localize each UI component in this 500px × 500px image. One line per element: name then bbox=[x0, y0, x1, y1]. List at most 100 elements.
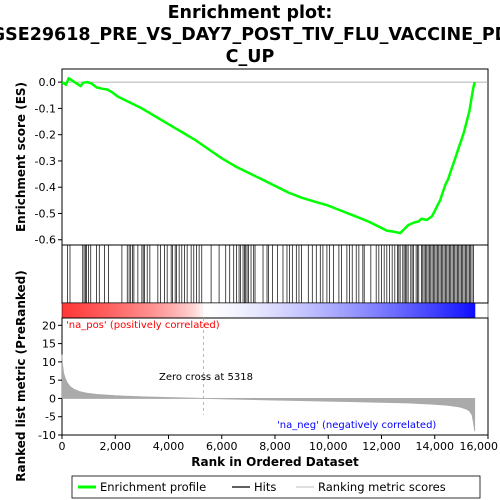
rank-color-band bbox=[354, 303, 359, 318]
xtick-label: 0 bbox=[59, 440, 66, 453]
rank-color-band bbox=[206, 303, 211, 318]
rank-color-band bbox=[182, 303, 187, 318]
rank-color-band bbox=[340, 303, 345, 318]
rank-color-band bbox=[264, 303, 269, 318]
rank-color-band bbox=[409, 303, 414, 318]
rank-color-band bbox=[223, 303, 228, 318]
rank-color-band bbox=[399, 303, 404, 318]
rank-color-band bbox=[447, 303, 452, 318]
rank-color-band bbox=[240, 303, 245, 318]
rank-color-band bbox=[196, 303, 201, 318]
xtick-label: 8,000 bbox=[259, 440, 291, 453]
rank-color-band bbox=[471, 303, 476, 318]
xtick-label: 14,000 bbox=[416, 440, 455, 453]
enrichment-profile-series bbox=[61, 76, 476, 235]
rank-color-band bbox=[99, 303, 104, 318]
x-axis-ticks: 0 2,000 4,000 6,000 8,000 10,000 12,000 14,000 1… bbox=[59, 435, 498, 453]
hits-panel-frame bbox=[61, 244, 489, 304]
ranking-metric-series bbox=[61, 354, 476, 432]
rank-color-band bbox=[330, 303, 335, 318]
rank-color-band bbox=[130, 303, 135, 318]
rank-color-band bbox=[154, 303, 159, 318]
rank-color-band bbox=[72, 303, 77, 318]
es-panel-frame bbox=[61, 68, 489, 246]
metric-ytick-label: 15 bbox=[42, 338, 56, 351]
metric-panel-frame bbox=[61, 317, 489, 436]
es-y-axis-label: Enrichment score (ES) bbox=[14, 82, 28, 232]
rank-color-band bbox=[251, 303, 256, 318]
rank-color-band bbox=[209, 303, 214, 318]
x-axis-label: Rank in Ordered Dataset bbox=[191, 455, 359, 469]
rank-color-band bbox=[282, 303, 287, 318]
rank-color-band bbox=[467, 303, 472, 318]
title-line-3: C_UP bbox=[226, 47, 275, 67]
rank-color-band bbox=[419, 303, 424, 318]
rank-color-band bbox=[216, 303, 221, 318]
rank-color-band bbox=[185, 303, 190, 318]
rank-color-band bbox=[110, 303, 115, 318]
rank-color-band bbox=[460, 303, 465, 318]
xtick-label: 12,000 bbox=[362, 440, 401, 453]
rank-color-band bbox=[278, 303, 283, 318]
rank-color-band bbox=[426, 303, 431, 318]
rank-color-band bbox=[137, 303, 142, 318]
rank-color-band bbox=[233, 303, 238, 318]
legend-label-metric: Ranking metric scores bbox=[318, 480, 446, 494]
rank-color-band bbox=[199, 303, 204, 318]
rank-color-band bbox=[333, 303, 338, 318]
es-ytick-label: -0.1 bbox=[35, 102, 56, 115]
rank-color-band bbox=[147, 303, 153, 318]
rank-color-band bbox=[436, 303, 441, 318]
rank-color-band bbox=[450, 303, 455, 318]
rank-color-band bbox=[254, 303, 259, 318]
metric-y-axis-label: Ranked list metric (PreRanked) bbox=[14, 270, 28, 482]
rank-color-band bbox=[309, 303, 314, 318]
enrichment-profile-line bbox=[61, 76, 476, 235]
title-line-1: Enrichment plot: bbox=[168, 3, 333, 23]
rank-color-band bbox=[275, 303, 280, 318]
zero-cross-label: Zero cross at 5318 bbox=[159, 372, 253, 383]
rank-color-band bbox=[168, 303, 173, 318]
rank-color-band bbox=[230, 303, 235, 318]
rank-color-band bbox=[457, 303, 462, 318]
rank-color-band bbox=[347, 303, 352, 318]
metric-y-axis-ticks: 20 15 10 5 0 -5 -10 bbox=[38, 319, 62, 442]
rank-color-band bbox=[144, 303, 149, 318]
rank-color-band bbox=[302, 303, 307, 318]
negative-correlation-label: 'na_neg' (negatively correlated) bbox=[277, 420, 436, 431]
rank-color-band bbox=[295, 303, 300, 318]
rank-color-band bbox=[158, 303, 163, 318]
rank-color-band bbox=[127, 303, 132, 318]
rank-color-band bbox=[381, 303, 386, 318]
rank-color-band bbox=[440, 303, 445, 318]
rank-color-band bbox=[247, 303, 252, 318]
rank-color-band bbox=[319, 303, 324, 318]
rank-color-band bbox=[429, 303, 435, 318]
es-ytick-label: -0.5 bbox=[35, 207, 56, 220]
rank-color-band bbox=[385, 303, 390, 318]
metric-ytick-label: 0 bbox=[49, 392, 56, 405]
rank-color-band bbox=[89, 303, 94, 318]
rank-color-band bbox=[416, 303, 421, 318]
rank-color-band bbox=[271, 303, 276, 318]
es-ytick-label: -0.2 bbox=[35, 129, 56, 142]
rank-color-band bbox=[378, 303, 383, 318]
rank-color-band bbox=[368, 303, 373, 318]
legend-label-hits: Hits bbox=[254, 480, 276, 494]
metric-ytick-label: 5 bbox=[49, 374, 56, 387]
rank-color-band bbox=[192, 303, 197, 318]
rank-color-band bbox=[443, 303, 448, 318]
rank-color-band bbox=[165, 303, 170, 318]
rank-color-band bbox=[454, 303, 459, 318]
rank-color-band bbox=[323, 303, 328, 318]
rank-color-band bbox=[203, 303, 208, 318]
legend-frame bbox=[71, 475, 481, 499]
rank-color-band bbox=[364, 303, 369, 318]
rank-color-band bbox=[65, 303, 70, 318]
es-y-axis-ticks: 0.0 -0.1 -0.2 -0.3 -0.4 -0.5 -0.6 bbox=[35, 76, 62, 247]
rank-color-band bbox=[350, 303, 355, 318]
rank-color-band bbox=[237, 303, 242, 318]
rank-color-bar bbox=[61, 302, 489, 319]
rank-color-band bbox=[103, 303, 108, 318]
rank-color-band bbox=[433, 303, 438, 318]
